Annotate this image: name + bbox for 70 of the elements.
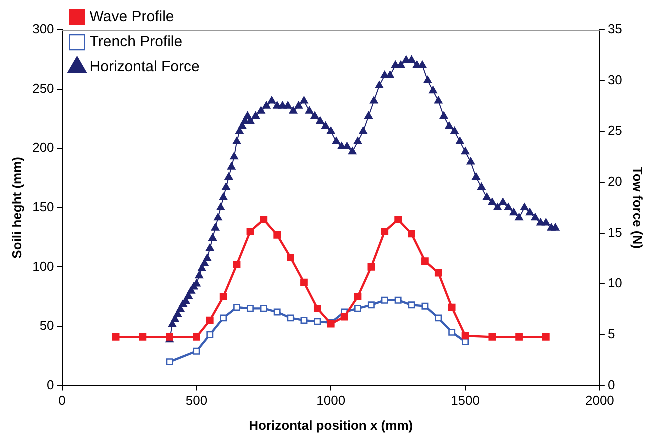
point [394,216,402,224]
x-tick-label: 1000 [316,393,346,408]
y2-tick-label: 30 [608,72,622,88]
point [220,314,228,322]
y2-axis-title: Tow force (N) [630,166,646,249]
point [542,333,550,341]
point [314,305,322,312]
y-tick-label: 50 [40,318,54,334]
y-tick-label: 0 [47,377,54,392]
point [422,302,429,310]
point [408,302,416,309]
point [139,333,147,341]
y2-tick-label: 0 [608,377,616,392]
point [206,316,214,324]
point [488,333,496,341]
x-tick-label: 500 [186,393,208,408]
y-axis-title: Soili heght (mm) [9,156,24,259]
y-tick-label: 200 [32,140,54,156]
y-tick-label: 300 [32,22,54,37]
point [206,331,214,338]
point [354,293,362,301]
y2-tick-label: 35 [608,22,622,37]
point [434,269,442,277]
point [193,348,200,355]
point [314,318,322,326]
point [381,296,388,304]
x-tick-label: 1500 [451,393,480,408]
point [112,333,120,341]
point [233,261,241,269]
legend-label: Horizontal Force [90,58,200,76]
point [300,317,308,324]
legend-label: Trench Profile [90,34,183,51]
y-tick-label: 100 [32,258,54,274]
point [422,258,429,265]
point [368,264,376,271]
point [234,304,241,312]
point [220,293,228,301]
point [435,314,442,322]
y2-tick-label: 10 [608,276,622,291]
y-tick-label: 250 [32,80,54,96]
legend-label: Wave Profile [90,8,174,26]
point [394,296,402,304]
point [274,231,282,239]
y2-tick-label: 20 [608,174,622,190]
x-axis-title: Horizontal position x (mm) [249,418,414,433]
point [166,358,174,366]
x-tick-label: 2000 [585,393,614,408]
point [448,328,456,336]
y2-tick-label: 15 [608,224,622,240]
point [462,332,470,340]
point [300,278,308,286]
y2-tick-label: 5 [608,326,616,342]
point [408,230,416,238]
point [448,304,456,312]
point [260,305,268,312]
point [381,228,389,236]
y-tick-label: 150 [32,199,54,214]
point [193,333,200,341]
point [246,305,254,312]
point [354,305,362,312]
point [246,228,254,236]
point [340,313,348,321]
point [287,314,294,322]
x-tick-label: 0 [58,393,66,408]
y2-tick-label: 25 [608,123,622,138]
point [287,254,294,262]
point [274,308,281,316]
point [516,333,523,341]
point [368,302,375,309]
point [260,216,268,224]
